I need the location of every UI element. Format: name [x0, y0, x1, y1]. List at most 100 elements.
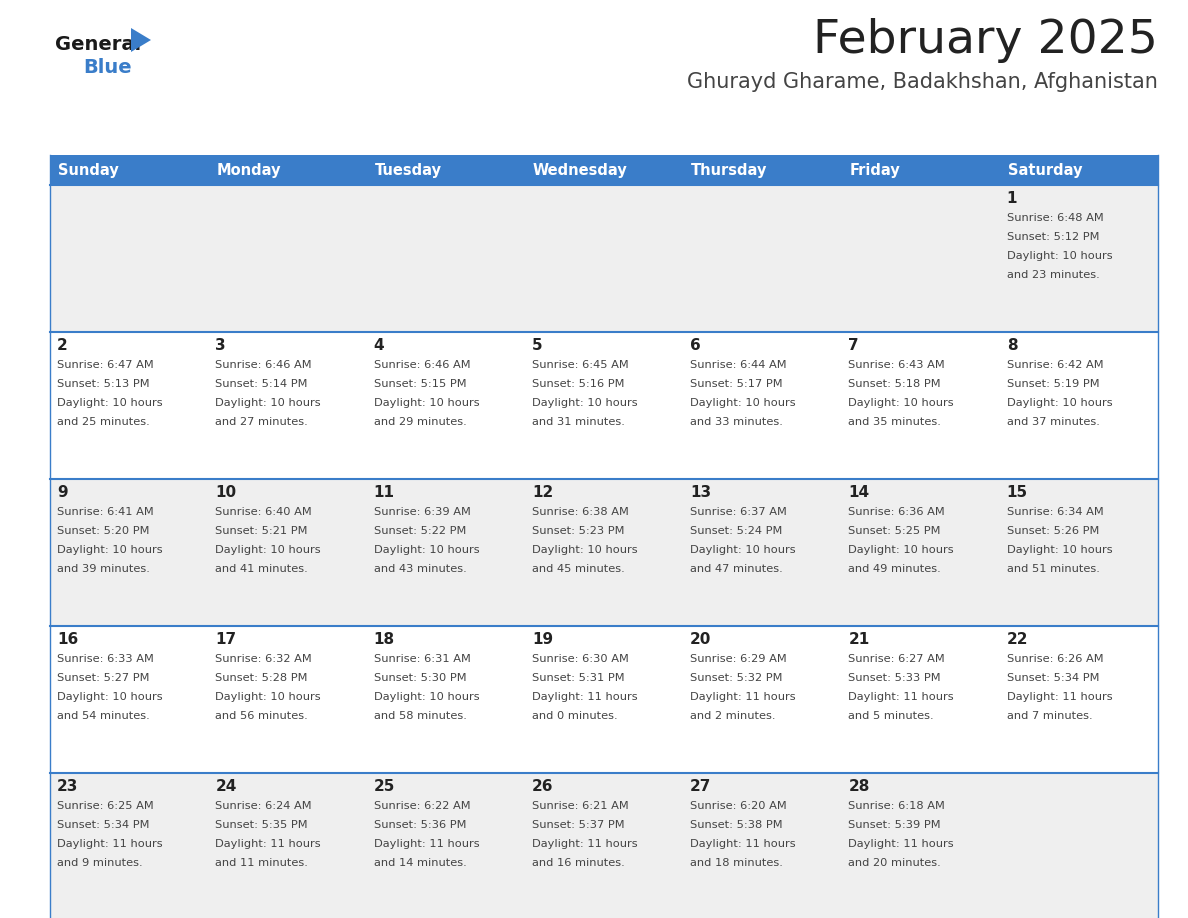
- Bar: [683, 155, 841, 185]
- Text: 19: 19: [532, 632, 552, 647]
- Text: Daylight: 10 hours: Daylight: 10 hours: [57, 692, 163, 702]
- Text: Sunset: 5:28 PM: Sunset: 5:28 PM: [215, 673, 308, 683]
- Bar: [525, 479, 683, 626]
- Text: Sunrise: 6:30 AM: Sunrise: 6:30 AM: [532, 654, 628, 664]
- Text: and 20 minutes.: and 20 minutes.: [848, 858, 941, 868]
- Bar: [50, 332, 208, 479]
- Text: Sunrise: 6:32 AM: Sunrise: 6:32 AM: [215, 654, 312, 664]
- Text: and 45 minutes.: and 45 minutes.: [532, 564, 625, 574]
- Text: 14: 14: [848, 485, 870, 500]
- Text: Sunset: 5:34 PM: Sunset: 5:34 PM: [1006, 673, 1099, 683]
- Text: Sunset: 5:17 PM: Sunset: 5:17 PM: [690, 379, 783, 389]
- Text: Sunset: 5:33 PM: Sunset: 5:33 PM: [848, 673, 941, 683]
- Text: Sunrise: 6:22 AM: Sunrise: 6:22 AM: [373, 801, 470, 811]
- Bar: [208, 773, 367, 918]
- Text: Sunset: 5:25 PM: Sunset: 5:25 PM: [848, 526, 941, 536]
- Text: Daylight: 11 hours: Daylight: 11 hours: [690, 692, 796, 702]
- Text: Sunset: 5:35 PM: Sunset: 5:35 PM: [215, 820, 308, 830]
- Text: Sunset: 5:16 PM: Sunset: 5:16 PM: [532, 379, 625, 389]
- Text: and 27 minutes.: and 27 minutes.: [215, 417, 308, 427]
- Bar: [525, 185, 683, 332]
- Text: Daylight: 11 hours: Daylight: 11 hours: [57, 839, 163, 849]
- Text: Sunrise: 6:33 AM: Sunrise: 6:33 AM: [57, 654, 154, 664]
- Text: 20: 20: [690, 632, 712, 647]
- Bar: [1000, 773, 1158, 918]
- Text: 13: 13: [690, 485, 712, 500]
- Text: Wednesday: Wednesday: [533, 162, 627, 177]
- Text: Sunrise: 6:24 AM: Sunrise: 6:24 AM: [215, 801, 312, 811]
- Text: Sunrise: 6:38 AM: Sunrise: 6:38 AM: [532, 507, 628, 517]
- Text: Daylight: 11 hours: Daylight: 11 hours: [848, 692, 954, 702]
- Text: and 49 minutes.: and 49 minutes.: [848, 564, 941, 574]
- Text: Sunset: 5:19 PM: Sunset: 5:19 PM: [1006, 379, 1099, 389]
- Text: Sunrise: 6:21 AM: Sunrise: 6:21 AM: [532, 801, 628, 811]
- Text: Sunrise: 6:46 AM: Sunrise: 6:46 AM: [373, 360, 470, 370]
- Text: 27: 27: [690, 779, 712, 794]
- Text: Sunrise: 6:47 AM: Sunrise: 6:47 AM: [57, 360, 153, 370]
- Bar: [208, 155, 367, 185]
- Text: Sunset: 5:15 PM: Sunset: 5:15 PM: [373, 379, 466, 389]
- Text: Sunset: 5:39 PM: Sunset: 5:39 PM: [848, 820, 941, 830]
- Text: 24: 24: [215, 779, 236, 794]
- Text: Daylight: 10 hours: Daylight: 10 hours: [373, 398, 479, 408]
- Text: Sunset: 5:31 PM: Sunset: 5:31 PM: [532, 673, 625, 683]
- Bar: [1000, 626, 1158, 773]
- Text: Tuesday: Tuesday: [374, 162, 442, 177]
- Bar: [683, 185, 841, 332]
- Text: 10: 10: [215, 485, 236, 500]
- Text: and 43 minutes.: and 43 minutes.: [373, 564, 467, 574]
- Text: Sunrise: 6:29 AM: Sunrise: 6:29 AM: [690, 654, 786, 664]
- Text: Sunrise: 6:20 AM: Sunrise: 6:20 AM: [690, 801, 786, 811]
- Text: 21: 21: [848, 632, 870, 647]
- Text: Daylight: 10 hours: Daylight: 10 hours: [1006, 545, 1112, 555]
- Text: Sunrise: 6:41 AM: Sunrise: 6:41 AM: [57, 507, 153, 517]
- Text: 6: 6: [690, 338, 701, 353]
- Text: and 18 minutes.: and 18 minutes.: [690, 858, 783, 868]
- Bar: [683, 626, 841, 773]
- Text: Daylight: 11 hours: Daylight: 11 hours: [532, 839, 638, 849]
- Bar: [208, 332, 367, 479]
- Text: Sunrise: 6:44 AM: Sunrise: 6:44 AM: [690, 360, 786, 370]
- Text: Sunrise: 6:36 AM: Sunrise: 6:36 AM: [848, 507, 946, 517]
- Text: Monday: Monday: [216, 162, 280, 177]
- Text: and 29 minutes.: and 29 minutes.: [373, 417, 467, 427]
- Text: Daylight: 10 hours: Daylight: 10 hours: [690, 545, 796, 555]
- Text: and 58 minutes.: and 58 minutes.: [373, 711, 467, 721]
- Text: Daylight: 10 hours: Daylight: 10 hours: [848, 545, 954, 555]
- Text: 3: 3: [215, 338, 226, 353]
- Text: Friday: Friday: [849, 162, 901, 177]
- Text: Sunset: 5:23 PM: Sunset: 5:23 PM: [532, 526, 625, 536]
- Text: Daylight: 10 hours: Daylight: 10 hours: [215, 692, 321, 702]
- Text: Daylight: 10 hours: Daylight: 10 hours: [373, 692, 479, 702]
- Text: and 51 minutes.: and 51 minutes.: [1006, 564, 1100, 574]
- Text: 23: 23: [57, 779, 78, 794]
- Text: and 33 minutes.: and 33 minutes.: [690, 417, 783, 427]
- Text: Daylight: 11 hours: Daylight: 11 hours: [532, 692, 638, 702]
- Text: Sunset: 5:24 PM: Sunset: 5:24 PM: [690, 526, 783, 536]
- Bar: [841, 479, 1000, 626]
- Text: and 5 minutes.: and 5 minutes.: [848, 711, 934, 721]
- Text: Daylight: 10 hours: Daylight: 10 hours: [215, 398, 321, 408]
- Text: and 56 minutes.: and 56 minutes.: [215, 711, 308, 721]
- Text: 17: 17: [215, 632, 236, 647]
- Text: Daylight: 10 hours: Daylight: 10 hours: [532, 398, 638, 408]
- Text: and 35 minutes.: and 35 minutes.: [848, 417, 941, 427]
- Bar: [525, 773, 683, 918]
- Text: Daylight: 10 hours: Daylight: 10 hours: [57, 545, 163, 555]
- Text: and 54 minutes.: and 54 minutes.: [57, 711, 150, 721]
- Text: Sunset: 5:14 PM: Sunset: 5:14 PM: [215, 379, 308, 389]
- Text: 15: 15: [1006, 485, 1028, 500]
- Text: 25: 25: [373, 779, 394, 794]
- Text: Daylight: 11 hours: Daylight: 11 hours: [690, 839, 796, 849]
- Bar: [50, 479, 208, 626]
- Text: Daylight: 10 hours: Daylight: 10 hours: [57, 398, 163, 408]
- Text: 16: 16: [57, 632, 78, 647]
- Text: 5: 5: [532, 338, 543, 353]
- Text: Sunrise: 6:27 AM: Sunrise: 6:27 AM: [848, 654, 946, 664]
- Text: Sunrise: 6:45 AM: Sunrise: 6:45 AM: [532, 360, 628, 370]
- Text: 22: 22: [1006, 632, 1029, 647]
- Bar: [1000, 479, 1158, 626]
- Text: Daylight: 11 hours: Daylight: 11 hours: [848, 839, 954, 849]
- Text: Sunset: 5:21 PM: Sunset: 5:21 PM: [215, 526, 308, 536]
- Text: Daylight: 11 hours: Daylight: 11 hours: [373, 839, 479, 849]
